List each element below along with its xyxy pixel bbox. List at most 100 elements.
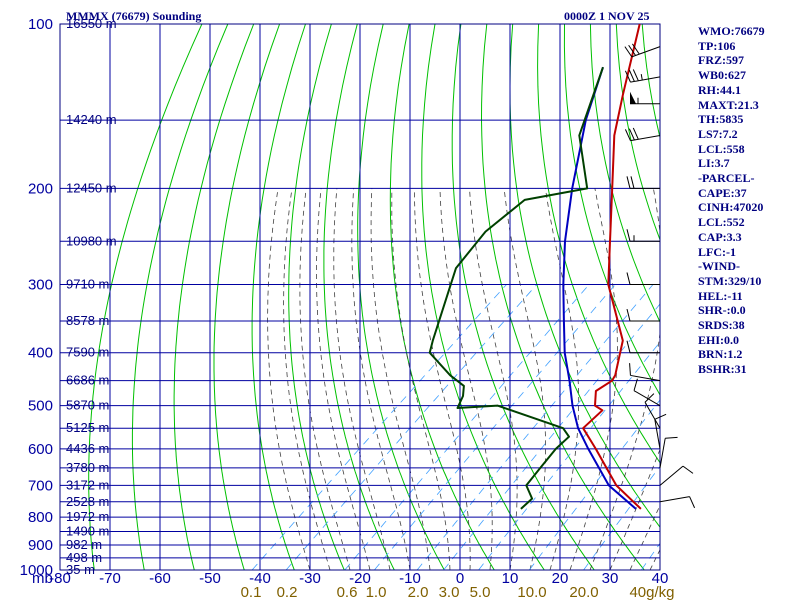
pressure-label: 400 <box>28 345 53 362</box>
moist-adiabat <box>316 188 371 570</box>
dry-adiabat <box>509 24 660 528</box>
moist-adiabat <box>333 188 391 570</box>
mixing-ratio-label: 3.0 <box>439 584 460 600</box>
stat-line: CAPE:37 <box>698 185 747 200</box>
stat-line: MAXT:21.3 <box>698 97 759 112</box>
mixing-ratio-line <box>251 284 507 570</box>
mixing-ratio-label: 40g/kg <box>629 584 674 600</box>
dry-adiabat <box>357 24 445 570</box>
wind-barb <box>630 91 660 105</box>
height-label: 6686 m <box>66 373 109 388</box>
wind-barb <box>624 43 661 58</box>
wind-barb <box>626 308 660 322</box>
height-label: 7590 m <box>66 345 109 360</box>
wind-barb-shaft <box>630 374 661 382</box>
stat-line: HEL:-11 <box>698 288 743 303</box>
pressure-label: 800 <box>28 509 53 526</box>
dry-adiabats <box>88 24 660 570</box>
moist-adiabat <box>629 504 660 570</box>
temperature-tick-label: 20 <box>552 570 569 587</box>
wind-barb-feather <box>630 176 635 189</box>
pressure-label: 200 <box>28 180 53 197</box>
stat-line: EHI:0.0 <box>698 332 740 347</box>
wind-barb-shaft <box>654 419 661 449</box>
dry-adiabat <box>131 24 229 570</box>
mixing-ratio-label: 1.0 <box>366 584 387 600</box>
stat-line: LS7:7.2 <box>698 126 738 141</box>
wind-barb-feather <box>626 272 631 285</box>
moist-adiabat <box>283 188 331 570</box>
moist-adiabat <box>439 188 493 570</box>
temperature-tick-label: -60 <box>149 570 171 587</box>
height-label: 8578 m <box>66 313 109 328</box>
height-label: 16550 m <box>66 16 117 31</box>
wind-barb-feather <box>633 378 638 391</box>
pressure-label: 600 <box>28 441 53 458</box>
stat-line: BSHR:31 <box>698 362 747 377</box>
moist-adiabat <box>503 188 546 570</box>
wind-barb-half-feather <box>640 74 643 81</box>
height-label: 1490 m <box>66 523 109 538</box>
wind-barbs <box>624 43 696 509</box>
wind-barb-shaft <box>659 496 690 503</box>
height-label: 3172 m <box>66 477 109 492</box>
temperature-tick-label: 40 <box>652 570 669 587</box>
wind-barb-flag <box>630 91 636 104</box>
wind-barb-feather <box>624 129 631 141</box>
wind-barb-feather <box>632 127 639 140</box>
wind-barb-feather <box>624 46 633 58</box>
wind-barb-feather <box>644 393 655 403</box>
wind-barb-feather <box>624 70 631 83</box>
wind-barb <box>626 272 660 286</box>
mixing-ratio-line <box>416 284 654 570</box>
wind-barb-feather <box>629 363 631 376</box>
wind-barb-feather <box>632 69 639 81</box>
mixing-ratio-label: 2.0 <box>408 584 429 600</box>
wind-barb <box>633 378 661 407</box>
dry-adiabat <box>173 24 255 570</box>
wind-barb <box>644 393 661 429</box>
stat-line: TH:5835 <box>698 112 744 127</box>
wind-barb-feather <box>665 436 678 439</box>
height-label: 9710 m <box>66 277 109 292</box>
dewpoint-trace <box>428 66 604 510</box>
pressure-labels: 100 200 300 400 500 600 700 800 900 1000 <box>20 16 53 579</box>
height-label: 5870 m <box>66 398 109 413</box>
height-label: 4436 m <box>66 441 109 456</box>
stat-line: LCL:552 <box>698 215 745 230</box>
wind-barb <box>626 229 660 242</box>
plot-frame <box>59 23 661 571</box>
stat-line: CINH:47020 <box>698 200 764 215</box>
wind-barb <box>629 363 661 382</box>
pressure-label: 500 <box>28 398 53 415</box>
stat-line: TP:106 <box>698 38 736 53</box>
moist-adiabat <box>391 188 451 570</box>
wind-barb <box>626 176 660 189</box>
frame-rect <box>59 23 661 571</box>
moist-adiabat <box>351 188 411 570</box>
height-label: 498 m <box>66 550 102 565</box>
moist-adiabat <box>299 188 351 570</box>
height-label: 14240 m <box>66 112 117 127</box>
wind-barb-feather <box>682 465 694 474</box>
height-label: 982 m <box>66 537 102 552</box>
stat-line: CAP:3.3 <box>698 229 742 244</box>
height-label: 2528 m <box>66 494 109 509</box>
wind-barb-shaft <box>633 390 661 407</box>
wind-barb <box>624 127 661 142</box>
mixing-ratio-line <box>285 284 538 570</box>
wind-barb-feather <box>689 496 696 509</box>
pressure-label: 700 <box>28 477 53 494</box>
wind-barb-feather <box>626 340 631 353</box>
wind-barb-feather <box>628 128 635 141</box>
temperature-labels: mb-80 -70 -60 -50 -40 -30 -20 -10 0 10 20 30 40 <box>32 570 668 587</box>
stat-line: LFC:-1 <box>698 244 736 259</box>
stat-line: FRZ:597 <box>698 53 744 68</box>
temperature-tick-label: -50 <box>199 570 221 587</box>
height-label: 5125 m <box>66 420 109 435</box>
wind-barb-feather <box>626 308 631 322</box>
wind-barb-feather <box>628 44 636 56</box>
wind-barb-shaft <box>631 46 661 58</box>
parcel-trace <box>562 66 637 510</box>
